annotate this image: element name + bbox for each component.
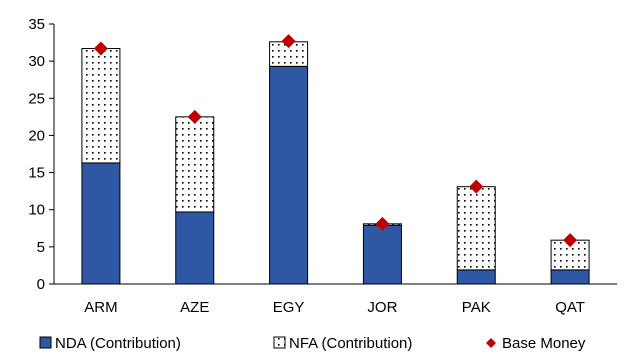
x-category-label: QAT: [555, 299, 585, 316]
bar-nda-aze: [175, 211, 215, 285]
legend-label-nda: NDA (Contribution): [55, 335, 181, 352]
legend-swatch-base-money: [486, 338, 496, 348]
base-money-marker-arm: [93, 41, 108, 56]
x-category-label: ARM: [84, 299, 117, 316]
y-tick-label: 0: [37, 276, 45, 293]
bar-nfa-aze: [175, 116, 215, 213]
base-money-markers: [93, 34, 578, 248]
base-money-marker-jor: [375, 216, 390, 231]
base-money-marker-pak: [469, 179, 484, 194]
y-tick-label: 30: [28, 53, 45, 70]
bar-nda-egy: [269, 65, 309, 285]
x-category-label: AZE: [180, 299, 209, 316]
base-money-marker-egy: [281, 34, 296, 49]
x-category-label: PAK: [462, 299, 491, 316]
legend-label-nfa: NFA (Contribution): [289, 335, 412, 352]
y-tick-label: 10: [28, 202, 45, 219]
legend-swatch-nda: [39, 336, 52, 349]
bar-nda-qat: [550, 269, 590, 285]
base-money-marker-aze: [187, 109, 202, 124]
legend-label-base-money: Base Money: [502, 335, 586, 352]
y-tick-label: 20: [28, 127, 45, 144]
bar-nfa-arm: [81, 48, 121, 164]
bar-nda-arm: [81, 162, 121, 285]
x-category-label: JOR: [367, 299, 397, 316]
legend: NDA (Contribution) NFA (Contribution) Base…: [39, 335, 586, 352]
x-axis: ARM AZE EGY JOR PAK QAT: [54, 283, 617, 316]
base-money-marker-qat: [563, 233, 578, 248]
x-category-label: EGY: [273, 299, 305, 316]
legend-swatch-nfa: [273, 336, 286, 349]
bar-nfa-pak: [456, 186, 496, 271]
y-tick-label: 25: [28, 90, 45, 107]
bars: [81, 41, 590, 285]
y-tick-label: 35: [28, 16, 45, 33]
y-tick-label: 15: [28, 165, 45, 182]
y-tick-label: 5: [37, 239, 45, 256]
y-axis: 0 5 10 15 20 25 30 35: [28, 16, 55, 293]
bar-nda-jor: [362, 224, 402, 285]
bar-nda-pak: [456, 269, 496, 285]
